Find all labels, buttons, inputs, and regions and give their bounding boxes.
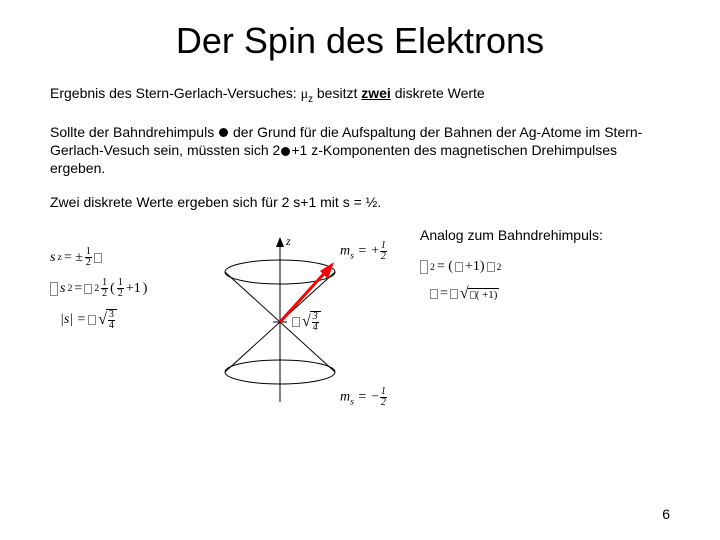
den: 4 (108, 321, 115, 331)
den: 2 (85, 258, 92, 268)
paragraph-result: Ergebnis des Stern-Gerlach-Versuches: μ z… (50, 84, 670, 107)
slide: Der Spin des Elektrons Ergebnis des Ster… (0, 0, 720, 540)
eq-l2: 2 = ( +1) 2 (420, 259, 640, 275)
paragraph-conclusion: Zwei diskrete Werte ergeben sich für 2 s… (50, 193, 670, 211)
ell-placeholder-icon (455, 262, 463, 272)
text: +1) (465, 259, 485, 275)
text: ) (143, 281, 148, 297)
text: = (74, 281, 82, 297)
equations-right: 2 = ( +1) 2 = ( +1) (420, 259, 640, 303)
right-column: Analog zum Bahndrehimpuls: 2 = ( +1) 2 =… (420, 227, 640, 313)
hbar-placeholder-icon (487, 262, 495, 272)
text: = (440, 286, 448, 302)
z-axis-arrowhead-icon (276, 237, 284, 247)
fraction: 12 (380, 387, 387, 408)
text: |s| = (60, 312, 86, 328)
analog-caption: Analog zum Bahndrehimpuls: (420, 227, 640, 243)
den: 2 (101, 289, 108, 299)
radicand: 34 (310, 311, 321, 333)
text: Sollte der Bahndrehimpuls (50, 124, 218, 140)
fraction: 12 (85, 247, 92, 268)
hbar-sqrt-label: 34 (292, 311, 321, 333)
eq-abs-l: = ( +1) (420, 285, 640, 303)
text: diskrete Werte (391, 85, 485, 101)
text: 2 (497, 262, 502, 273)
page-number: 6 (662, 506, 670, 522)
ell-icon (281, 147, 290, 156)
vec-placeholder-icon (50, 282, 58, 296)
fraction: 12 (117, 278, 124, 299)
radicand: ( +1) (468, 288, 500, 301)
hbar-placeholder-icon (88, 315, 96, 325)
text: 2 (94, 283, 99, 294)
text: = ( (437, 259, 453, 275)
vec-placeholder-icon (50, 313, 58, 327)
text: z (57, 252, 61, 263)
text: m (340, 244, 350, 259)
text: ( +1) (476, 289, 498, 301)
ell-icon (219, 128, 228, 137)
text: = + (354, 244, 380, 259)
mu-symbol: μ (301, 87, 309, 102)
hbar-placeholder-icon (94, 253, 102, 263)
text: besitzt (313, 85, 361, 101)
text: Ergebnis des Stern-Gerlach-Versuches: (50, 85, 301, 101)
text: +1 (126, 281, 141, 297)
eq-sz: sz = ± 12 (50, 247, 180, 268)
den: 2 (380, 398, 387, 408)
vec-placeholder-icon (420, 287, 428, 301)
eq-abs-s: |s| = 34 (50, 309, 180, 331)
page-title: Der Spin des Elektrons (50, 20, 670, 62)
z-label: z (285, 234, 291, 248)
hbar-placeholder-icon (84, 284, 92, 294)
fraction: 34 (108, 310, 115, 331)
text: ( (110, 281, 115, 297)
den: 2 (380, 252, 387, 262)
fraction: 34 (312, 312, 319, 333)
text: m (340, 390, 350, 405)
radicand: 34 (106, 309, 117, 331)
text: = − (354, 390, 380, 405)
text: 2 (67, 283, 72, 294)
paragraph-explain: Sollte der Bahndrehimpuls der Grund für … (50, 123, 670, 178)
abs-placeholder-icon (430, 289, 438, 299)
fraction: 12 (101, 278, 108, 299)
figure-row: sz = ± 12 s2 = 2 12 ( 12 +1 ) |s| = (50, 227, 670, 417)
fraction: 12 (380, 241, 387, 262)
text: s (50, 250, 55, 266)
den: 2 (117, 289, 124, 299)
den: 4 (312, 323, 319, 333)
ms-bottom-label: ms = −12 (340, 387, 387, 408)
text: 2 (430, 262, 435, 273)
sqrt: ( +1) (460, 285, 500, 303)
ms-top-label: ms = +12 (340, 241, 387, 262)
vec-placeholder-icon (420, 260, 428, 274)
equations-left: sz = ± 12 s2 = 2 12 ( 12 +1 ) |s| = (50, 227, 180, 341)
text: = ± (64, 250, 83, 266)
text: s (60, 281, 65, 297)
hbar-placeholder-icon (450, 289, 458, 299)
hbar-placeholder-icon (292, 317, 300, 327)
spin-cone-diagram: z ms = +12 ms = −12 (180, 227, 400, 417)
sqrt: 34 (98, 309, 117, 331)
emphasis-zwei: zwei (361, 85, 391, 101)
sqrt: 34 (302, 311, 321, 333)
eq-s2: s2 = 2 12 ( 12 +1 ) (50, 278, 180, 299)
